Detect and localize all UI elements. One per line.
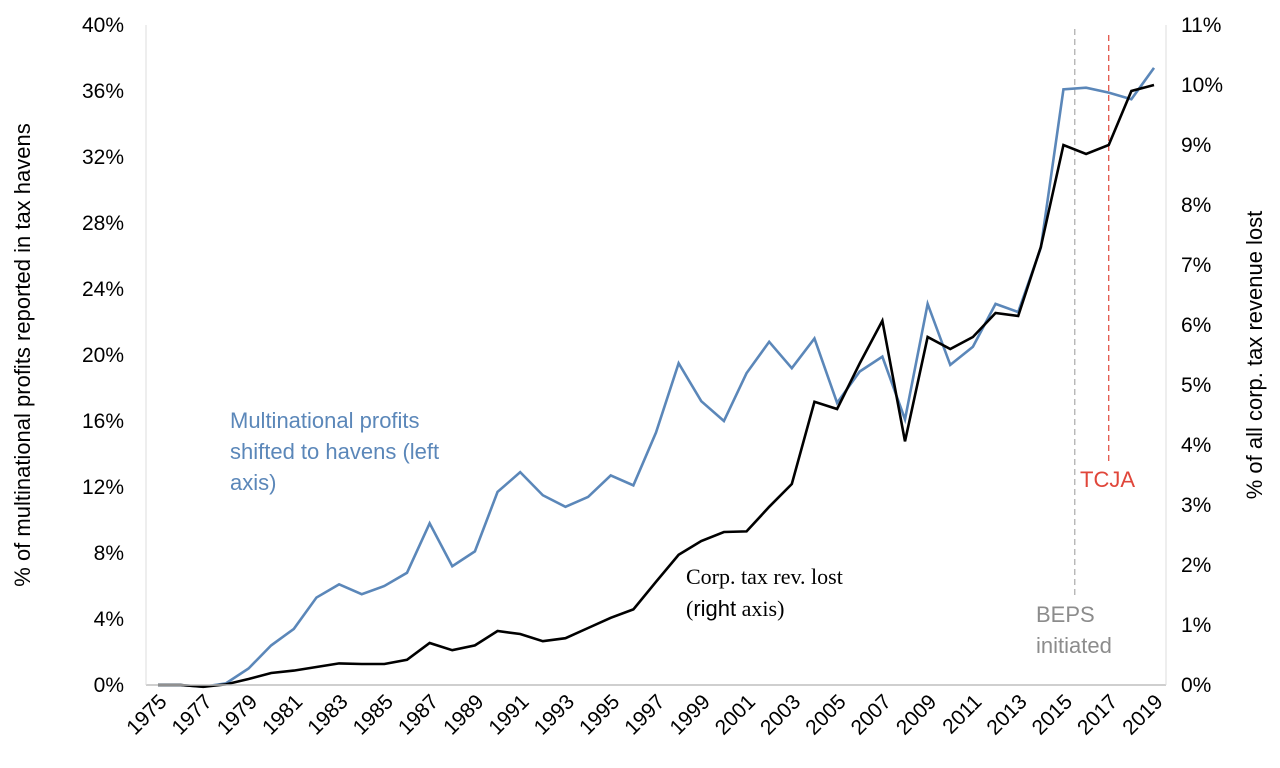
- x-tick-label: 2019: [1118, 690, 1167, 739]
- x-tick-label: 1999: [666, 690, 715, 739]
- x-tick-label: 1981: [258, 690, 307, 739]
- right-tick-label: 8%: [1181, 194, 1211, 217]
- right-axis-ticks: 0% 1% 2% 3% 4% 5% 6% 7% 8% 9% 10% 11%: [1181, 14, 1223, 697]
- right-tick-label: 5%: [1181, 374, 1211, 397]
- x-tick-label: 1979: [213, 690, 262, 739]
- left-tick-label: 36%: [82, 80, 124, 103]
- x-tick-label: 1983: [303, 690, 352, 739]
- x-tick-label: 2013: [982, 690, 1031, 739]
- x-tick-label: 1991: [484, 690, 533, 739]
- left-tick-label: 8%: [94, 542, 124, 565]
- right-axis-title: % of all corp. tax revenue lost: [1242, 211, 1267, 500]
- right-tick-label: 10%: [1181, 74, 1223, 97]
- left-axis-ticks: 0% 4% 8% 12% 16% 20% 24% 28% 32% 36% 40%: [82, 14, 124, 697]
- x-tick-label: 2001: [711, 690, 760, 739]
- left-tick-label: 12%: [82, 476, 124, 499]
- series-layer: [158, 67, 1156, 689]
- right-tick-label: 7%: [1181, 254, 1211, 277]
- blue-series-label-line-2: shifted to havens (left: [230, 439, 439, 464]
- x-tick-label: 1987: [394, 690, 443, 739]
- right-tick-label: 3%: [1181, 494, 1211, 517]
- right-tick-label: 9%: [1181, 134, 1211, 157]
- x-tick-label: 1989: [439, 690, 488, 739]
- right-tick-label: 6%: [1181, 314, 1211, 337]
- x-tick-label: 2007: [847, 690, 896, 739]
- x-tick-label: 2005: [801, 690, 850, 739]
- black-label-right-word: right: [693, 596, 736, 621]
- x-tick-label: 2009: [892, 690, 941, 739]
- left-tick-label: 4%: [94, 608, 124, 631]
- x-tick-label: 1985: [349, 690, 398, 739]
- x-tick-label: 2011: [938, 690, 986, 738]
- x-tick-label: 1975: [122, 690, 171, 739]
- black-series-label-line-1: Corp. tax rev. lost: [686, 564, 843, 589]
- left-tick-label: 24%: [82, 278, 124, 301]
- black-label-axis-word: axis): [736, 596, 784, 621]
- left-tick-label: 0%: [94, 674, 124, 697]
- left-axis-title: % of multinational profits reported in t…: [10, 123, 35, 586]
- x-tick-label: 2017: [1073, 690, 1122, 739]
- right-tick-label: 4%: [1181, 434, 1211, 457]
- left-tick-label: 40%: [82, 14, 124, 37]
- right-tick-label: 2%: [1181, 554, 1211, 577]
- x-tick-label: 1993: [530, 690, 579, 739]
- blue-series-label-line-1: Multinational profits: [230, 408, 420, 433]
- black-label-paren-open: (: [686, 596, 693, 621]
- left-tick-label: 16%: [82, 410, 124, 433]
- right-tick-label: 0%: [1181, 674, 1211, 697]
- x-tick-label: 1995: [575, 690, 624, 739]
- beps-label-line-2: initiated: [1036, 633, 1112, 658]
- tax-revenue-lost-series-line: [158, 83, 1155, 689]
- left-tick-label: 32%: [82, 146, 124, 169]
- blue-series-label-line-3: axis): [230, 470, 276, 495]
- x-tick-label: 2015: [1028, 690, 1077, 739]
- left-tick-label: 20%: [82, 344, 124, 367]
- right-tick-label: 11%: [1181, 14, 1221, 37]
- x-tick-label: 2003: [756, 690, 805, 739]
- tcja-label: TCJA: [1080, 467, 1135, 492]
- x-tick-label: 1977: [168, 690, 217, 739]
- profits-shifted-series-line: [158, 67, 1156, 688]
- right-tick-label: 1%: [1181, 614, 1211, 637]
- beps-label-line-1: BEPS: [1036, 602, 1095, 627]
- black-series-label-line-2: (right axis): [686, 596, 784, 621]
- left-tick-label: 28%: [82, 212, 124, 235]
- x-axis-ticks: 1975197719791981198319851987198919911993…: [122, 690, 1167, 739]
- x-tick-label: 1997: [620, 690, 669, 739]
- reference-lines: [1074, 29, 1110, 598]
